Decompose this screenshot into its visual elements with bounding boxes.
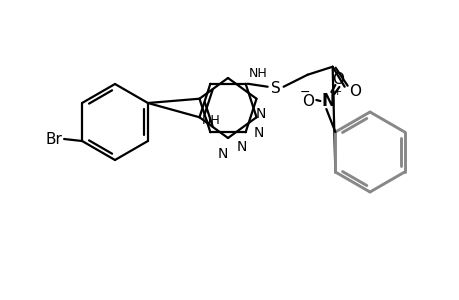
Text: −: − [299,85,310,98]
Text: N: N [253,126,263,140]
Text: O: O [302,94,313,109]
Text: NH: NH [202,114,220,127]
Text: N: N [236,140,246,154]
Text: NH: NH [248,67,267,80]
Text: S: S [270,81,280,96]
Text: +: + [332,87,341,97]
Text: N: N [321,92,335,110]
Text: N: N [255,107,265,121]
Text: O: O [332,71,344,86]
Text: O: O [348,84,360,99]
Text: N: N [218,147,228,161]
Text: Br: Br [45,131,62,146]
